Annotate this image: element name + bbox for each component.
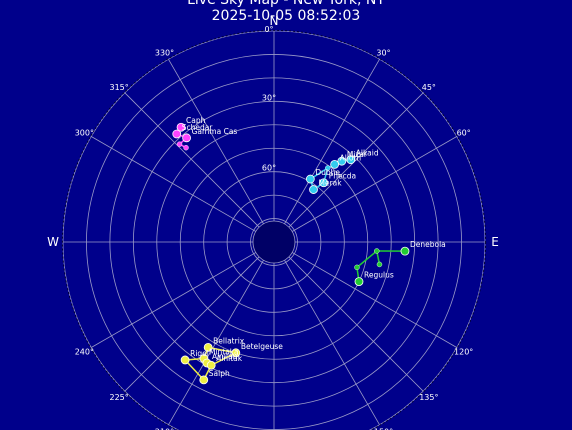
grid-spoke: [273, 59, 380, 243]
star-point: [400, 246, 410, 256]
grid-spoke: [273, 241, 457, 348]
star-label: Saiph: [209, 369, 230, 378]
constellation-line: [210, 352, 237, 366]
chart-title: Live Sky Map - New York, NY 2025-10-05 0…: [0, 0, 572, 24]
star-point: [354, 277, 364, 287]
star-point: [180, 355, 190, 365]
star-point: [374, 248, 380, 254]
star-label: Alnilam: [212, 352, 240, 361]
star-label: Rigel: [190, 349, 209, 358]
star-point: [183, 144, 189, 151]
axis-labels: N E W 30° 45° 60° 120° 135° 150° 210° 225° 240° 300°…: [47, 14, 499, 430]
cardinal-label-e: E: [491, 235, 499, 249]
star-label: Betelgeuse: [241, 342, 283, 351]
grid-spoke: [91, 136, 275, 243]
star-point: [199, 375, 209, 385]
star-point: [346, 155, 356, 165]
star-label: Caph: [186, 116, 206, 125]
star-label: Schedar: [182, 123, 214, 132]
star-label: Mintaka: [209, 348, 239, 357]
cardinal-label-w: W: [47, 235, 59, 249]
star-label: Gamma Cas: [192, 127, 238, 136]
star-point: [231, 348, 241, 358]
radial-tick-label: 60°: [262, 164, 276, 173]
azimuth-tick-label: 135°: [419, 393, 438, 402]
azimuth-tick-label: 150°: [374, 428, 393, 430]
star-label: Merak: [319, 179, 343, 188]
azimuth-tick-label: 120°: [454, 348, 473, 357]
azimuth-tick-label: 240°: [75, 348, 94, 357]
star-point: [176, 141, 183, 147]
constellation-line: [356, 250, 378, 268]
azimuth-tick-label: 210°: [155, 428, 174, 430]
constellation-line: [184, 359, 205, 381]
grid-spoke: [91, 241, 275, 348]
grid-spoke: [273, 136, 457, 243]
star-point: [330, 160, 340, 169]
star-point: [172, 129, 182, 139]
star-point: [176, 122, 186, 132]
zenith-disc: [252, 220, 296, 264]
star-point: [325, 165, 331, 171]
radial-tick-label: 0°: [264, 25, 273, 34]
grid-spoke: [168, 241, 275, 425]
star-label: Alioth: [340, 153, 362, 162]
grid-spoke: [124, 241, 275, 392]
constellation-3: BellatrixBetelgeuseMintakaAlnilamAlnitak…: [180, 336, 283, 385]
grid-spoke: [273, 241, 380, 425]
star-point: [206, 360, 216, 370]
star-point: [376, 261, 383, 268]
constellation-2: Denebola Regulus: [354, 240, 446, 287]
star-label: Alnitak: [216, 354, 243, 363]
star-point: [182, 133, 191, 143]
azimuth-tick-label: 315°: [110, 83, 129, 92]
star-label: Bellatrix: [213, 336, 245, 345]
star-point: [203, 342, 213, 352]
star-point: [354, 264, 360, 271]
star-label: Alkaid: [356, 149, 379, 158]
grid-spoke: [273, 92, 424, 243]
grid-spoke: [168, 59, 275, 243]
constellation-line: [208, 346, 236, 354]
star-point: [305, 174, 315, 184]
grid-spoke: [124, 92, 275, 243]
star-label: Denebola: [410, 240, 446, 249]
star-label: Dubhe: [315, 168, 340, 177]
radial-tick-label: 30°: [262, 93, 276, 102]
star-point: [337, 156, 347, 166]
azimuth-tick-label: 225°: [110, 393, 129, 402]
polar-grid: [61, 29, 487, 430]
chart-title-line-1: Live Sky Map - New York, NY: [187, 0, 385, 8]
azimuth-tick-label: 45°: [422, 83, 436, 92]
cardinal-label-n: N: [270, 14, 279, 28]
star-point: [319, 178, 329, 188]
azimuth-tick-label: 30°: [376, 48, 390, 57]
star-label: Regulus: [364, 271, 394, 280]
star-label: Mizar: [347, 150, 368, 159]
star-label: Phecda: [329, 172, 356, 181]
horizon-circle: [61, 29, 487, 430]
grid-spoke: [273, 241, 424, 392]
azimuth-tick-label: 60°: [457, 129, 471, 138]
chart-title-line-2: 2025-10-05 08:52:03: [211, 8, 361, 24]
azimuth-tick-label: 300°: [75, 129, 94, 138]
azimuth-tick-label: 330°: [155, 48, 174, 57]
star-point: [309, 185, 318, 194]
